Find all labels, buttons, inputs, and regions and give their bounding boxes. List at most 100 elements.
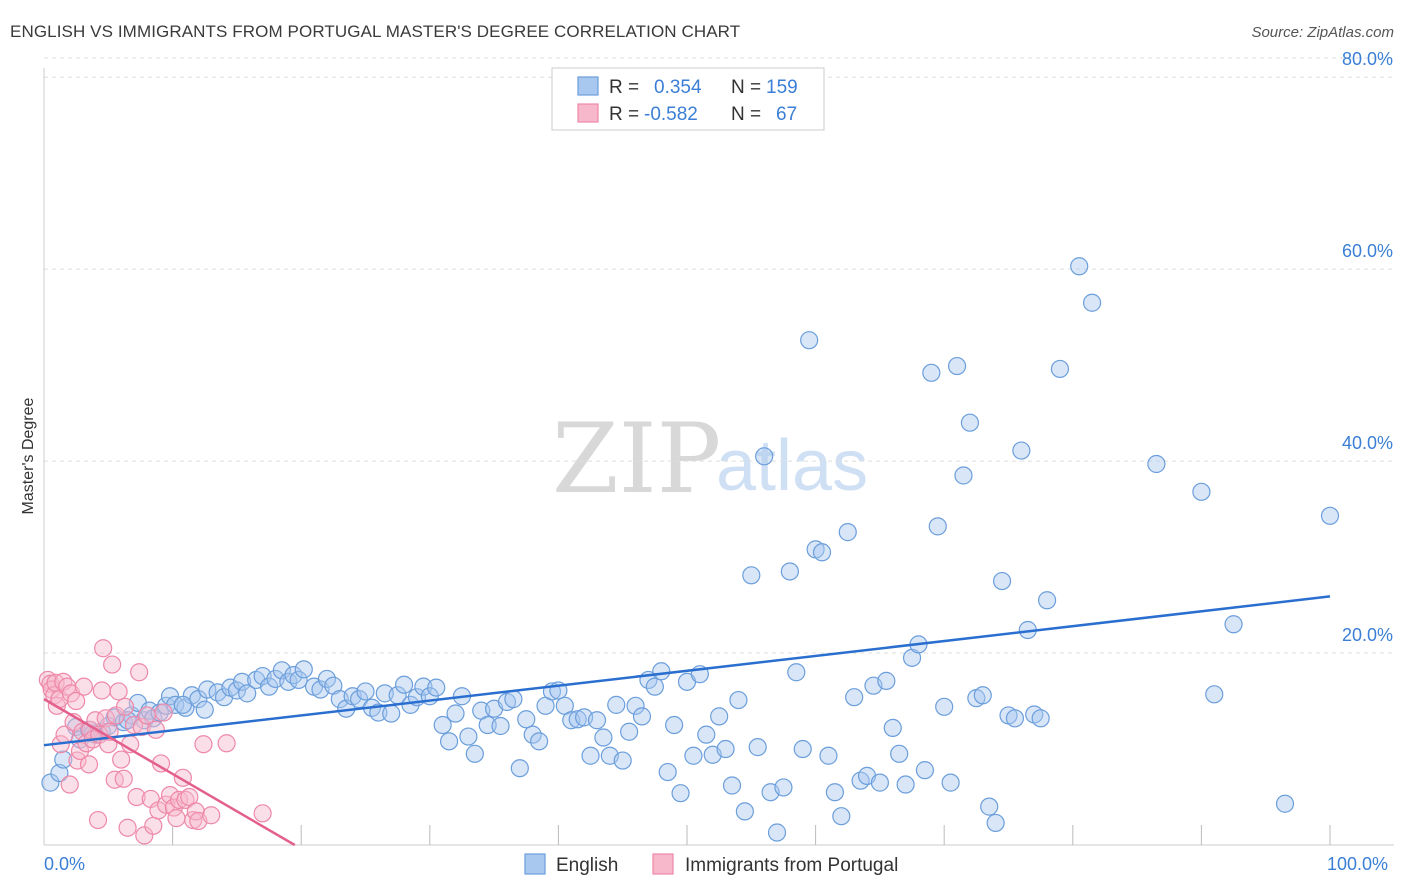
english-point — [986, 813, 1005, 833]
portugal-point — [202, 806, 221, 825]
english-point — [478, 715, 497, 735]
english-point — [446, 704, 465, 723]
english-point — [1082, 293, 1102, 312]
english-point — [665, 715, 684, 735]
portugal-point — [115, 697, 135, 716]
english-point — [581, 746, 600, 765]
english-r-value: 0.354 — [654, 77, 702, 98]
english-point — [173, 695, 192, 714]
portugal-n-label: N = — [731, 104, 761, 125]
english-point — [883, 718, 902, 738]
series-legend: English Immigrants from Portugal — [524, 853, 898, 876]
watermark-zip: ZIP — [552, 403, 721, 515]
english-point — [1192, 482, 1211, 501]
english-point — [1205, 685, 1224, 704]
english-point — [658, 762, 677, 782]
legend-english-swatch — [524, 853, 546, 875]
english-point — [838, 523, 857, 542]
y-tick-labels: 20.0% 40.0% 60.0% 80.0% — [1342, 49, 1393, 645]
correlation-legend: R = 0.354 N = 159 R = -0.582 N = 67 — [551, 67, 825, 131]
y-tick-label: 40.0% — [1342, 433, 1393, 453]
english-point — [722, 776, 742, 795]
y-tick-label: 60.0% — [1342, 241, 1393, 261]
portugal-point — [154, 703, 173, 722]
portugal-point — [79, 755, 99, 774]
english-point — [1031, 709, 1050, 728]
portugal-point — [194, 735, 213, 754]
portugal-point — [88, 810, 108, 830]
english-point — [755, 447, 774, 466]
english-point — [1275, 794, 1295, 813]
portugal-point — [253, 804, 272, 823]
english-point — [517, 710, 536, 729]
english-point — [317, 669, 337, 689]
english-point — [767, 823, 787, 842]
english-point — [710, 707, 729, 726]
english-point — [954, 466, 973, 485]
y-axis-title: Master's Degree — [20, 397, 37, 514]
english-point — [54, 750, 73, 769]
english-point — [896, 775, 915, 794]
english-point — [780, 562, 799, 581]
portugal-point — [60, 775, 79, 794]
portugal-n-value: 67 — [776, 104, 797, 125]
english-point — [1037, 591, 1057, 610]
english-n-label: N = — [731, 77, 761, 98]
english-point — [587, 711, 607, 730]
english-point — [928, 517, 947, 536]
english-point — [992, 571, 1012, 591]
english-point — [433, 715, 452, 735]
portugal-point — [169, 790, 189, 809]
english-point — [845, 688, 864, 707]
portugal-point — [112, 750, 131, 769]
english-point — [238, 684, 257, 703]
english-point — [1050, 359, 1070, 379]
x-tick-label-min: 0.0% — [44, 854, 85, 874]
english-point — [227, 681, 246, 700]
english-point — [645, 677, 664, 696]
portugal-point — [132, 717, 151, 737]
english-point — [735, 802, 754, 821]
english-point — [294, 660, 313, 679]
legend-portugal-label: Immigrants from Portugal — [685, 855, 898, 876]
english-point — [1147, 454, 1166, 474]
axes — [43, 68, 1394, 846]
y-tick-label: 80.0% — [1342, 49, 1393, 69]
english-point — [626, 696, 645, 715]
english-point — [356, 682, 375, 701]
english-point — [1070, 257, 1089, 276]
english-point — [607, 695, 626, 714]
english-point — [787, 663, 806, 682]
english-point — [652, 662, 671, 681]
english-point — [793, 739, 812, 759]
english-point — [1224, 615, 1243, 634]
english-point — [510, 759, 529, 778]
english-trend-line — [43, 595, 1331, 747]
english-point — [922, 363, 941, 382]
trend-lines — [43, 595, 1331, 847]
portugal-point — [74, 677, 93, 696]
english-point — [272, 661, 292, 680]
english-point — [819, 746, 838, 765]
english-point — [973, 686, 992, 705]
chart-title: ENGLISH VS IMMIGRANTS FROM PORTUGAL MAST… — [10, 22, 741, 41]
legend-english-label: English — [556, 855, 618, 876]
portugal-point — [109, 682, 128, 701]
english-point — [729, 690, 748, 710]
english-point — [394, 675, 414, 694]
english-point — [935, 697, 954, 716]
portugal-point — [118, 818, 137, 837]
portugal-point — [96, 709, 115, 728]
legend-portugal-swatch — [652, 853, 674, 875]
english-point — [523, 725, 542, 744]
portugal-point — [217, 734, 236, 753]
watermark-atlas: atlas — [716, 426, 868, 506]
portugal-point — [114, 769, 133, 788]
portugal-point — [67, 691, 86, 711]
english-point — [941, 773, 960, 792]
english-point — [613, 751, 632, 770]
x-tick-label-max: 100.0% — [1327, 854, 1388, 874]
english-point — [980, 797, 999, 816]
english-point — [382, 704, 401, 723]
english-point — [832, 807, 851, 826]
